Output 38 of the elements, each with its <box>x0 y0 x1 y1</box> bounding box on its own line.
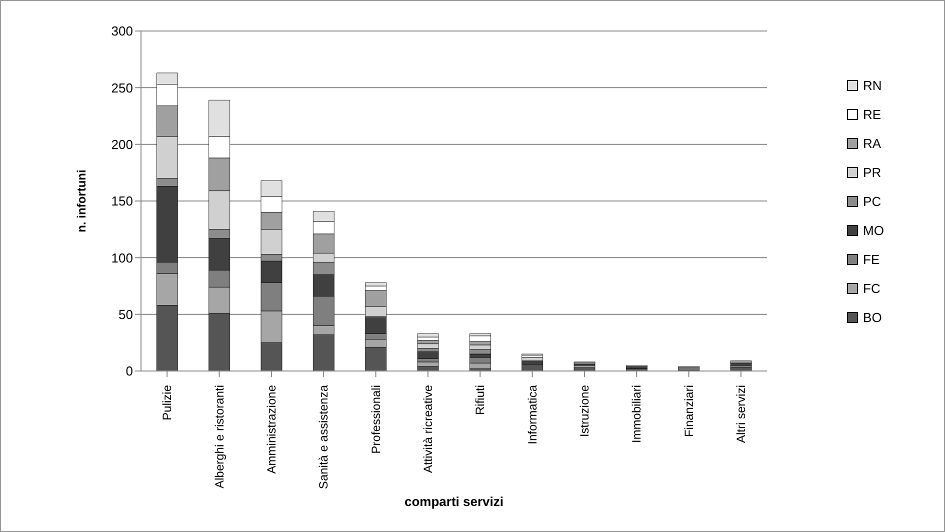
legend-label: FC <box>863 281 880 296</box>
x-tick-label: Istruzione <box>577 384 592 438</box>
y-tick-label: 50 <box>118 306 133 322</box>
x-tick-label: Informatica <box>525 384 540 444</box>
bar <box>417 344 439 349</box>
x-tick-label: Rifiuti <box>473 385 488 416</box>
y-tick-label: 0 <box>126 364 133 379</box>
legend-label: PR <box>863 165 882 180</box>
bar <box>469 336 491 342</box>
x-tick-label: Amministrazione <box>264 384 278 474</box>
x-tick-label: Sanità e assistenza <box>316 384 331 490</box>
bar <box>417 352 439 359</box>
x-tick-label: Immobiliari <box>630 385 644 444</box>
y-tick-label: 250 <box>111 80 133 96</box>
bar <box>417 362 439 367</box>
x-tick-label: Pulizie <box>160 384 174 420</box>
x-tick-label: Altri servizi <box>734 385 748 444</box>
x-axis-title: comparti servizi <box>404 494 504 509</box>
x-tick-label: Attività ricreative <box>420 384 435 474</box>
bar <box>417 333 439 338</box>
x-tick-label: Alberghi e ristoranti <box>212 385 226 488</box>
bar <box>469 349 491 354</box>
legend-label: FE <box>863 252 880 267</box>
legend-label: MO <box>863 223 884 238</box>
legend-label: RA <box>863 136 882 151</box>
x-tick-label: Finanziari <box>682 385 696 438</box>
y-tick-label: 150 <box>111 194 133 209</box>
bar <box>522 357 544 361</box>
legend-label: BO <box>863 310 882 325</box>
legend-label: PC <box>863 194 882 209</box>
y-tick-label: 200 <box>111 136 133 152</box>
y-axis-title: n. infortuni <box>74 170 88 232</box>
y-tick-label: 100 <box>111 250 133 266</box>
bar <box>730 365 752 368</box>
legend-label: RE <box>863 107 882 122</box>
legend-label: RN <box>863 78 882 93</box>
x-tick-label: Professionali <box>368 385 383 454</box>
y-tick-label: 300 <box>111 24 133 39</box>
